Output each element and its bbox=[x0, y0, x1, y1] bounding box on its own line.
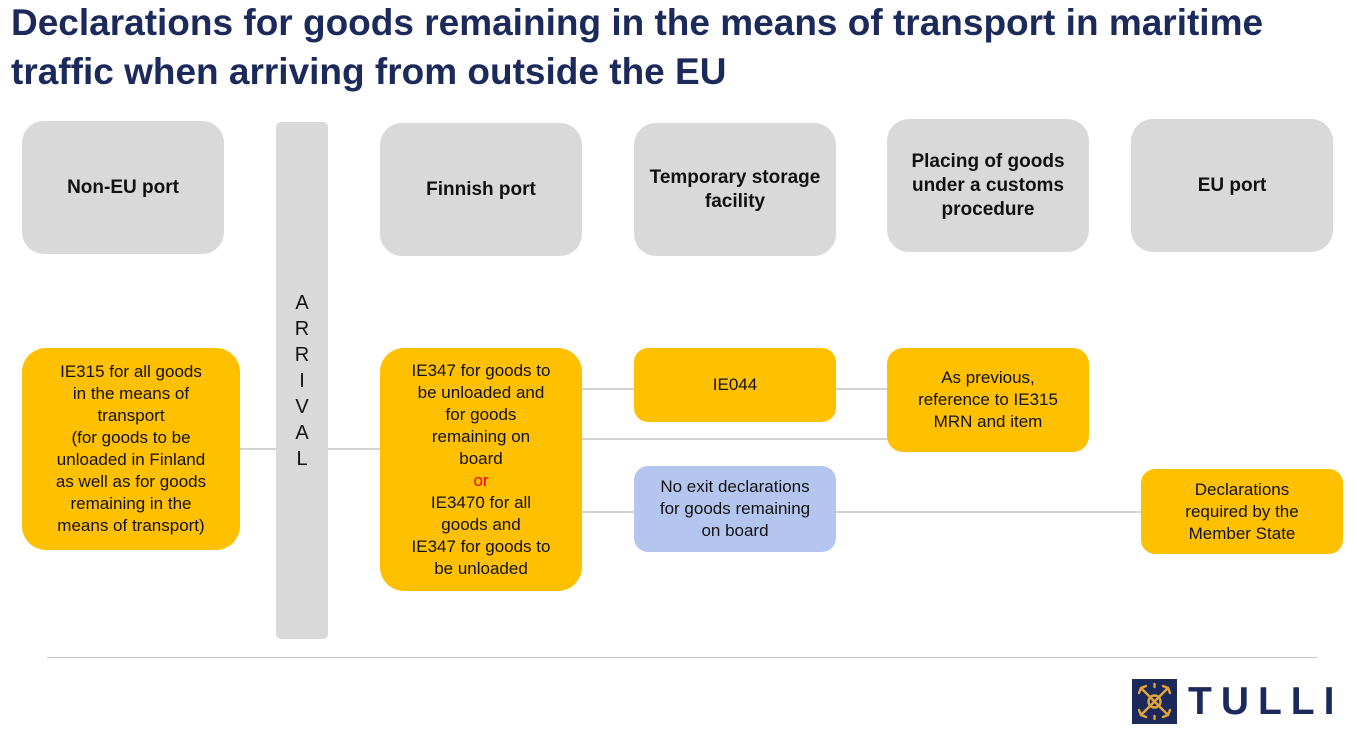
box-line: MRN and item bbox=[933, 412, 1043, 431]
connector-ie044-to-as-previous bbox=[834, 388, 889, 390]
column-header-customs-procedure: Placing of goods under a customs procedu… bbox=[887, 119, 1089, 252]
column-header-label: Non-EU port bbox=[67, 176, 179, 198]
footer-divider bbox=[47, 657, 1317, 658]
box-line: As previous, bbox=[941, 368, 1035, 387]
arrival-letter: A bbox=[295, 292, 309, 314]
arrival-bar bbox=[276, 122, 328, 639]
box-line: required by the bbox=[1185, 501, 1299, 521]
column-header-label: Temporary storage facility bbox=[649, 166, 821, 212]
column-header-temporary-storage: Temporary storage facility bbox=[634, 123, 836, 256]
box-line: transport bbox=[97, 406, 165, 425]
box-line: unloaded in Finland bbox=[56, 450, 206, 469]
column-header-label: Placing of goods under a customs procedu… bbox=[911, 150, 1065, 220]
column-header-eu-port: EU port bbox=[1131, 119, 1333, 252]
box-line: No exit declarations bbox=[660, 477, 810, 496]
customs-emblem-icon bbox=[1132, 679, 1177, 724]
arrival-letter: R bbox=[294, 344, 310, 366]
tulli-logo-text: TULLI bbox=[1188, 680, 1344, 723]
box-line: board bbox=[459, 448, 503, 468]
box-line: Member State bbox=[1188, 523, 1296, 543]
arrival-letter: R bbox=[294, 318, 310, 340]
as-previous-box: As previous, reference to IE315 MRN and … bbox=[887, 348, 1089, 452]
arrival-letter: A bbox=[295, 422, 309, 444]
box-line: remaining on bbox=[431, 426, 531, 446]
ie315-declaration-box: IE315 for all goods in the means of tran… bbox=[22, 348, 240, 550]
box-line: means of transport) bbox=[57, 516, 205, 535]
connector-ie347-to-as-previous bbox=[580, 438, 889, 440]
connector-no-exit-to-member-state bbox=[834, 511, 1143, 513]
column-header-label: EU port bbox=[1197, 174, 1267, 196]
box-line: IE347 for goods to bbox=[411, 360, 551, 380]
box-line: IE044 bbox=[712, 375, 758, 394]
column-header-finnish-port: Finnish port bbox=[380, 123, 582, 256]
box-line: as well as for goods bbox=[55, 472, 207, 491]
box-line: for goods remaining bbox=[659, 499, 811, 518]
box-line: in the means of bbox=[72, 384, 190, 403]
box-line: be unloaded and bbox=[417, 382, 545, 402]
box-line: for goods bbox=[445, 404, 517, 424]
box-line: reference to IE315 bbox=[918, 390, 1058, 409]
column-header-label: Finnish port bbox=[426, 178, 536, 200]
page-title: Declarations for goods remaining in the … bbox=[11, 2, 1264, 92]
arrival-label: A R R I V A L bbox=[276, 290, 328, 472]
column-header-non-eu-port: Non-EU port bbox=[22, 121, 224, 254]
box-line: on board bbox=[701, 521, 769, 540]
box-line: goods and bbox=[441, 514, 521, 534]
ie347-declaration-box: IE347 for goods to be unloaded and for g… bbox=[380, 348, 582, 591]
box-line: (for goods to be bbox=[71, 428, 191, 447]
connector-ie347-to-ie044 bbox=[580, 388, 636, 390]
box-line: IE347 for goods to bbox=[411, 536, 551, 556]
arrival-letter: I bbox=[299, 370, 305, 392]
box-line: be unloaded bbox=[434, 558, 528, 578]
arrival-letter: L bbox=[296, 448, 308, 470]
member-state-declarations-box: Declarations required by the Member Stat… bbox=[1141, 469, 1343, 554]
box-line: Declarations bbox=[1194, 479, 1290, 499]
box-line: IE3470 for all bbox=[430, 492, 532, 512]
or-separator: or bbox=[473, 470, 489, 490]
arrival-letter: V bbox=[295, 396, 309, 418]
box-line: remaining in the bbox=[70, 494, 192, 513]
box-line: IE315 for all goods bbox=[60, 362, 202, 381]
no-exit-declarations-box: No exit declarations for goods remaining… bbox=[634, 466, 836, 552]
connector-ie347-to-no-exit bbox=[580, 511, 636, 513]
ie044-box: IE044 bbox=[634, 348, 836, 422]
